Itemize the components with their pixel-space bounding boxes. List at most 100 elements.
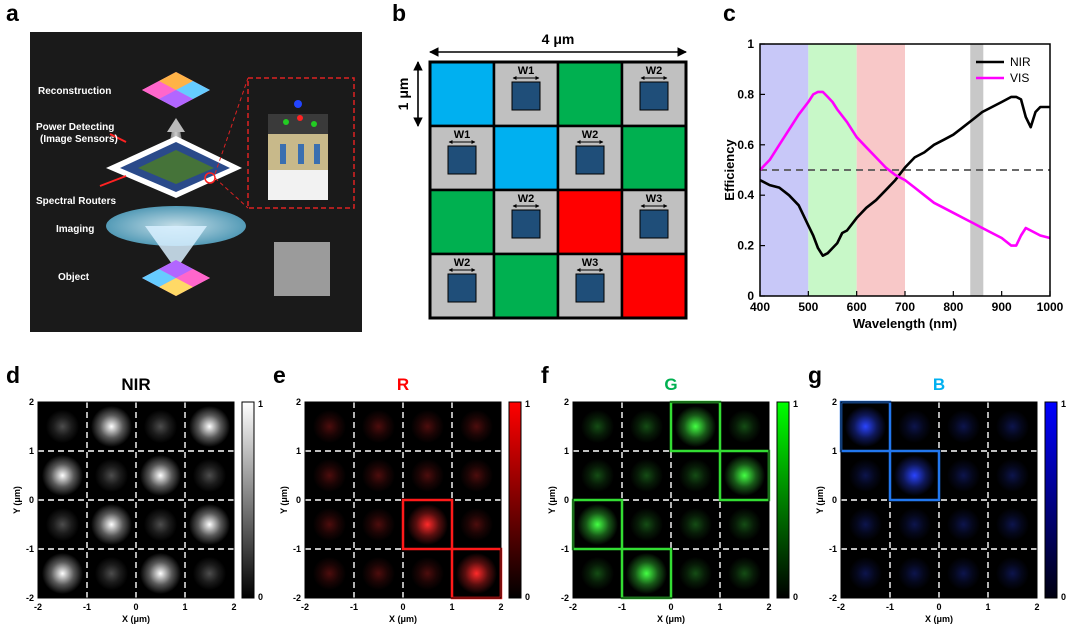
pixel-stack-inset [268,100,328,200]
filter-cell-g [428,188,496,256]
intensity-spot [94,556,129,591]
x-tick-label: 0 [936,602,941,612]
intensity-spot [995,458,1030,493]
inset-frame [247,77,355,209]
intensity-spot [410,556,445,591]
y-tick-label: 0.2 [737,239,754,253]
pillar-width-label: W2 [454,257,471,269]
nano-pillar [511,209,541,239]
colorbar-max-label: 1 [525,399,530,409]
y-tick-label: 2 [564,397,569,407]
noise-image [274,242,330,296]
intensity-spot [45,409,80,444]
field-map-title: NIR [121,375,150,394]
panel-label-d: d [6,362,21,388]
x-tick-label: 2 [1034,602,1039,612]
y-axis-label: Y (μm) [815,486,825,514]
intensity-spot [580,458,615,493]
height-dimension-label: 1 μm [395,78,411,111]
y-tick-label: 0 [564,495,569,505]
filter-cell-g [556,60,624,128]
series-line-nir [759,95,1050,257]
intensity-spot [41,552,84,595]
colorbar-max-label: 1 [1061,399,1066,409]
x-tick-label: 800 [943,300,963,314]
y-axis-label: Efficiency [722,139,737,201]
intensity-spot [139,454,182,497]
pillar-width-label: W1 [518,65,535,77]
x-tick-label: 2 [231,602,236,612]
y-tick-label: 1 [29,446,34,456]
intensity-spot [455,552,498,595]
label-image-sensors: (Image Sensors) [40,134,118,145]
chart-legend: NIR VIS [976,55,1031,85]
field-map-frame [304,401,502,599]
y-tick-label: -2 [293,593,301,603]
y-tick-label: 1 [296,446,301,456]
colorbar-min-label: 0 [1061,592,1066,602]
y-tick-label: -2 [829,593,837,603]
intensity-spot [90,503,133,546]
intensity-spot [897,409,932,444]
intensity-spot [361,409,396,444]
pillar-cell [620,188,688,256]
field-map-frame [572,401,770,599]
field-map-d: NIR -2 -1 0 1 2 2 1 0 -1 -2 X (μm) Y (μm) 1 0 [12,375,263,624]
label-reconstruction: Reconstruction [38,86,111,97]
pillar-width-label: W2 [582,129,599,141]
x-tick-label: 0 [400,602,405,612]
intensity-spot [727,556,762,591]
label-power-detecting: Power Detecting [36,122,114,133]
colorbar [508,401,522,599]
intensity-spot [406,503,449,546]
imaging-cone [145,226,207,264]
pillar-width-label: W3 [646,193,663,205]
colorbar-min-label: 0 [793,592,798,602]
nano-pillar [447,145,477,175]
y-tick-label: 0 [296,495,301,505]
filter-cell-g [492,252,560,320]
panel-a-schematic: Reconstruction Power Detecting (Image Se… [30,32,362,332]
intensity-spot [45,507,80,542]
field-map-title: G [664,375,677,394]
pillar-width-label: W3 [582,257,599,269]
highlight-cell [401,498,454,551]
colorbar [776,401,790,599]
intensity-spot [897,507,932,542]
y-axis-label: Y (μm) [547,486,557,514]
colorbar-max-label: 1 [793,399,798,409]
field-map-title: R [397,375,409,394]
pillar-width-label: W2 [646,65,663,77]
intensity-spot [629,507,664,542]
intensity-spot [723,454,766,497]
intensity-spot [361,507,396,542]
intensity-spot [576,503,619,546]
object-tile [142,260,210,296]
x-tick-label: 0 [668,602,673,612]
pillar-width-label: W2 [518,193,535,205]
intensity-spot [674,405,717,448]
panel-label-e: e [273,362,286,388]
width-dimension-label: 4 μm [542,31,575,47]
y-tick-label: 1 [747,37,754,51]
x-tick-label: 0 [133,602,138,612]
colorbar-min-label: 0 [525,592,530,602]
intensity-spot [946,409,981,444]
intensity-spot [995,507,1030,542]
y-tick-label: -2 [561,593,569,603]
intensity-spot [678,507,713,542]
panel-b-layout: 4 μm 1 μm W1 W2 W1 W2 W2 W3 W2 W3 [395,31,688,320]
intensity-spot [580,556,615,591]
intensity-spot [41,454,84,497]
intensity-spot [727,409,762,444]
intensity-spot [94,458,129,493]
field-map-row: NIR -2 -1 0 1 2 2 1 0 -1 -2 X (μm) Y (μm) 1 0 R -2 -1 0 1 2 2… [12,375,1066,624]
reconstruction-tile [142,72,210,108]
filter-cell-b [428,60,496,128]
filter-cell-b [492,124,560,192]
filter-cell-r [556,188,624,256]
intensity-spot [361,556,396,591]
nano-pillar [575,273,605,303]
x-tick-label: -1 [618,602,626,612]
intensity-spot [143,507,178,542]
